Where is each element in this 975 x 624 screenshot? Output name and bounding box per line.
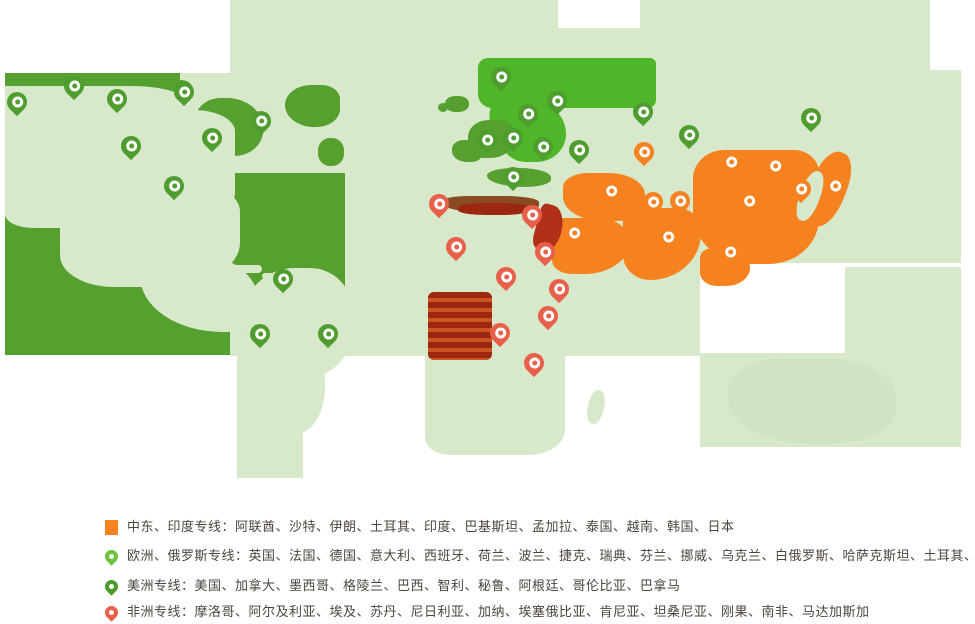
map-pin-red-coverage [530, 237, 560, 267]
map-pin-orange-coverage [716, 147, 746, 177]
map-pin-green-coverage [245, 319, 275, 349]
legend-item-text: 美洲专线：美国、加拿大、墨西哥、格陵兰、巴西、智利、秘鲁、阿根廷、哥伦比亚、巴拿… [127, 578, 681, 593]
map-pin-green-coverage [542, 86, 572, 116]
map-pin-orange-coverage [715, 237, 745, 267]
region-arctic-island-2 [318, 138, 344, 166]
map-pin-green-coverage [2, 87, 32, 117]
map-pin-green-coverage [498, 162, 528, 192]
map-pin-green-coverage [313, 319, 343, 349]
map-pin-green-coverage [628, 97, 658, 127]
tile-africa-south [425, 356, 565, 455]
map-pin-green-coverage [59, 71, 89, 101]
legend-lightgreen-pin-marker [102, 546, 121, 566]
map-pin-green-coverage [796, 103, 826, 133]
map-pin-red-coverage [533, 301, 563, 331]
map-pin-orange-coverage [786, 174, 816, 204]
map-pin-green-coverage [116, 131, 146, 161]
map-pin-green-coverage [159, 171, 189, 201]
legend-orange-square-marker [105, 519, 118, 535]
legend-item-text: 中东、印度专线：阿联酋、沙特、伊朗、土耳其、印度、巴基斯坦、孟加拉、泰国、越南、… [127, 519, 735, 534]
map-pin-orange-coverage [559, 218, 589, 248]
zone-central-africa-striped [428, 292, 492, 360]
legend-item-middle-east-asia: 中东、印度专线：阿联酋、沙特、伊朗、土耳其、印度、巴基斯坦、孟加拉、泰国、越南、… [105, 517, 735, 537]
map-pin-green-coverage [674, 120, 704, 150]
map-pin-green-coverage [268, 264, 298, 294]
legend-darkgreen-pin-marker [102, 576, 121, 596]
region-western-europe [452, 140, 482, 162]
pin-layer [0, 0, 975, 510]
ocean-notch-top [558, 0, 640, 28]
land-australia [728, 358, 896, 444]
map-pin-red-coverage [441, 232, 471, 262]
map-pin-orange-coverage [820, 171, 850, 201]
legend-item-text: 欧洲、俄罗斯专线：英国、法国、德国、意大利、西班牙、荷兰、波兰、捷克、瑞典、芬兰… [127, 548, 975, 563]
map-pin-red-coverage [519, 348, 549, 378]
legend-red-pin-marker [102, 602, 121, 622]
land-caribbean-1 [232, 265, 262, 273]
map-pin-red-coverage [485, 318, 515, 348]
land-south-america-south [255, 330, 325, 435]
map-pin-green-coverage [169, 77, 199, 107]
map-pin-red-coverage [517, 200, 547, 230]
map-pin-orange-coverage [629, 137, 659, 167]
zone-north-africa-dark [458, 203, 530, 215]
map-pin-orange-coverage [638, 187, 668, 217]
map-pin-green-coverage [486, 62, 516, 92]
ocean-corner-topright [930, 0, 975, 70]
map-pin-green-coverage [102, 84, 132, 114]
map-pin-orange-coverage [665, 186, 695, 216]
map-pin-green-coverage [498, 123, 528, 153]
map-pin-orange-coverage [734, 186, 764, 216]
legend-item-europe-russia: 欧洲、俄罗斯专线：英国、法国、德国、意大利、西班牙、荷兰、波兰、捷克、瑞典、芬兰… [102, 546, 975, 566]
map-pin-red-coverage [544, 274, 574, 304]
map-pin-green-coverage [246, 106, 276, 136]
map-pin-green-coverage [513, 99, 543, 129]
map-pin-red-coverage [491, 262, 521, 292]
region-arctic-island-1 [285, 85, 340, 127]
map-pin-orange-coverage [653, 222, 683, 252]
region-united-kingdom [445, 96, 469, 112]
map-pin-green-coverage [528, 132, 558, 162]
map-pin-red-coverage [424, 189, 454, 219]
legend-item-africa: 非洲专线：摩洛哥、阿尔及利亚、埃及、苏丹、尼日利亚、加纳、埃塞俄比亚、肯尼亚、坦… [102, 602, 870, 622]
map-pin-orange-coverage [760, 151, 790, 181]
map-pin-green-coverage [197, 123, 227, 153]
map-pin-green-coverage [564, 135, 594, 165]
legend-item-text: 非洲专线：摩洛哥、阿尔及利亚、埃及、苏丹、尼日利亚、加纳、埃塞俄比亚、肯尼亚、坦… [127, 604, 870, 619]
legend-item-americas: 美洲专线：美国、加拿大、墨西哥、格陵兰、巴西、智利、秘鲁、阿根廷、哥伦比亚、巴拿… [102, 576, 681, 596]
map-pin-orange-coverage [596, 176, 626, 206]
map-pin-green-coverage [472, 125, 502, 155]
region-ireland [438, 103, 448, 112]
